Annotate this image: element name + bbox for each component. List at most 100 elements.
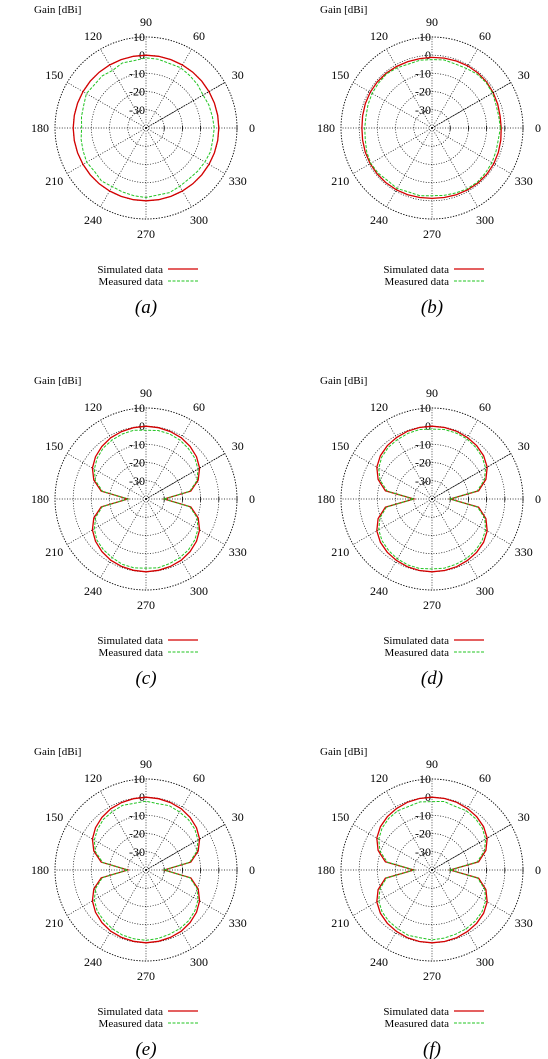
angle-tick-label: 120 <box>84 771 102 785</box>
radial-tick-label: 10 <box>419 30 431 44</box>
measured-data-line <box>378 428 487 570</box>
grid-spoke <box>431 869 478 949</box>
angle-tick-label: 300 <box>190 584 208 598</box>
angle-tick-label: 150 <box>45 439 63 453</box>
legend-label: Measured data <box>99 276 164 288</box>
radial-tick-label: -30 <box>129 103 145 117</box>
legend-label: Simulated data <box>383 635 449 647</box>
grid-spoke <box>353 82 433 129</box>
angle-tick-label: 270 <box>137 227 155 241</box>
radial-tick-label: -10 <box>129 66 145 80</box>
grid-spoke <box>145 127 192 207</box>
angle-tick-label: 90 <box>426 757 438 771</box>
radial-axis-label: Gain [dBi] <box>320 746 367 758</box>
angle-tick-label: 330 <box>229 916 247 930</box>
reference-line <box>145 453 226 500</box>
grid-spoke <box>100 869 147 949</box>
grid-spoke <box>353 498 433 545</box>
measured-data-line <box>378 800 487 941</box>
angle-tick-label: 60 <box>193 400 205 414</box>
simulated-data-line <box>376 425 488 573</box>
reference-line <box>431 453 512 500</box>
polar-panel: 0306090120150180210240270300330100-10-20… <box>31 746 255 1059</box>
reference-line <box>431 824 512 871</box>
radial-tick-label: 10 <box>419 401 431 415</box>
radial-tick-label: -30 <box>415 103 431 117</box>
angle-tick-label: 0 <box>249 121 255 135</box>
angle-tick-label: 60 <box>193 29 205 43</box>
grid-spoke <box>67 82 147 129</box>
legend-label: Simulated data <box>97 635 163 647</box>
grid-spoke <box>386 791 433 871</box>
radial-tick-label: -20 <box>129 85 145 99</box>
radial-tick-label: -20 <box>129 827 145 841</box>
reference-line <box>431 82 512 129</box>
angle-tick-label: 30 <box>232 810 244 824</box>
legend-label: Simulated data <box>97 264 163 276</box>
angle-tick-label: 0 <box>249 863 255 877</box>
angle-tick-label: 150 <box>45 810 63 824</box>
radial-tick-label: -10 <box>415 437 431 451</box>
grid-spoke <box>353 869 433 916</box>
angle-tick-label: 330 <box>515 545 533 559</box>
radial-tick-label: -30 <box>415 845 431 859</box>
angle-tick-label: 180 <box>31 863 49 877</box>
simulated-data-line <box>91 796 201 944</box>
grid-spoke <box>386 49 433 129</box>
grid-spoke <box>386 127 433 207</box>
grid-spoke <box>145 49 192 129</box>
angle-tick-label: 240 <box>370 584 388 598</box>
panel-label: (f) <box>423 1039 441 1059</box>
angle-tick-label: 240 <box>370 955 388 969</box>
angle-tick-label: 180 <box>317 121 335 135</box>
grid-spoke <box>386 869 433 949</box>
legend-label: Measured data <box>385 1018 450 1030</box>
angle-tick-label: 0 <box>249 492 255 506</box>
angle-tick-label: 60 <box>479 771 491 785</box>
angle-tick-label: 270 <box>423 598 441 612</box>
angle-tick-label: 180 <box>317 492 335 506</box>
panel-label: (c) <box>135 668 156 689</box>
grid-spoke <box>145 869 225 916</box>
panel-label: (a) <box>135 297 157 318</box>
angle-tick-label: 60 <box>479 400 491 414</box>
radial-tick-label: 10 <box>133 772 145 786</box>
radial-tick-label: -30 <box>129 845 145 859</box>
radial-tick-label: -10 <box>129 808 145 822</box>
angle-tick-label: 330 <box>515 916 533 930</box>
legend-label: Measured data <box>385 276 450 288</box>
radial-tick-label: -10 <box>415 808 431 822</box>
angle-tick-label: 180 <box>317 863 335 877</box>
grid-spoke <box>431 791 478 871</box>
grid-spoke <box>431 498 478 578</box>
panel-label: (e) <box>135 1039 156 1059</box>
angle-tick-label: 120 <box>84 29 102 43</box>
reference-line <box>145 82 226 129</box>
angle-tick-label: 300 <box>476 584 494 598</box>
grid-spoke <box>386 420 433 500</box>
grid-spoke <box>145 791 192 871</box>
panel-label: (b) <box>421 297 443 318</box>
angle-tick-label: 120 <box>370 771 388 785</box>
grid-spoke <box>145 498 192 578</box>
polar-panel: 0306090120150180210240270300330100-10-20… <box>31 4 255 318</box>
legend-label: Measured data <box>385 647 450 659</box>
angle-tick-label: 90 <box>140 386 152 400</box>
simulated-data-line <box>72 54 220 202</box>
grid-spoke <box>431 49 478 129</box>
angle-tick-label: 210 <box>45 174 63 188</box>
angle-tick-label: 240 <box>84 584 102 598</box>
simulated-data-line <box>361 56 502 200</box>
grid-spoke <box>145 420 192 500</box>
angle-tick-label: 30 <box>232 439 244 453</box>
grid-spoke <box>100 49 147 129</box>
grid-spoke <box>100 791 147 871</box>
angle-tick-label: 120 <box>370 29 388 43</box>
polar-panel: 0306090120150180210240270300330100-10-20… <box>317 4 541 318</box>
angle-tick-label: 240 <box>84 955 102 969</box>
radial-tick-label: 10 <box>419 772 431 786</box>
grid-spoke <box>353 127 433 174</box>
angle-tick-label: 120 <box>370 400 388 414</box>
angle-tick-label: 330 <box>229 174 247 188</box>
legend-label: Simulated data <box>97 1006 163 1018</box>
